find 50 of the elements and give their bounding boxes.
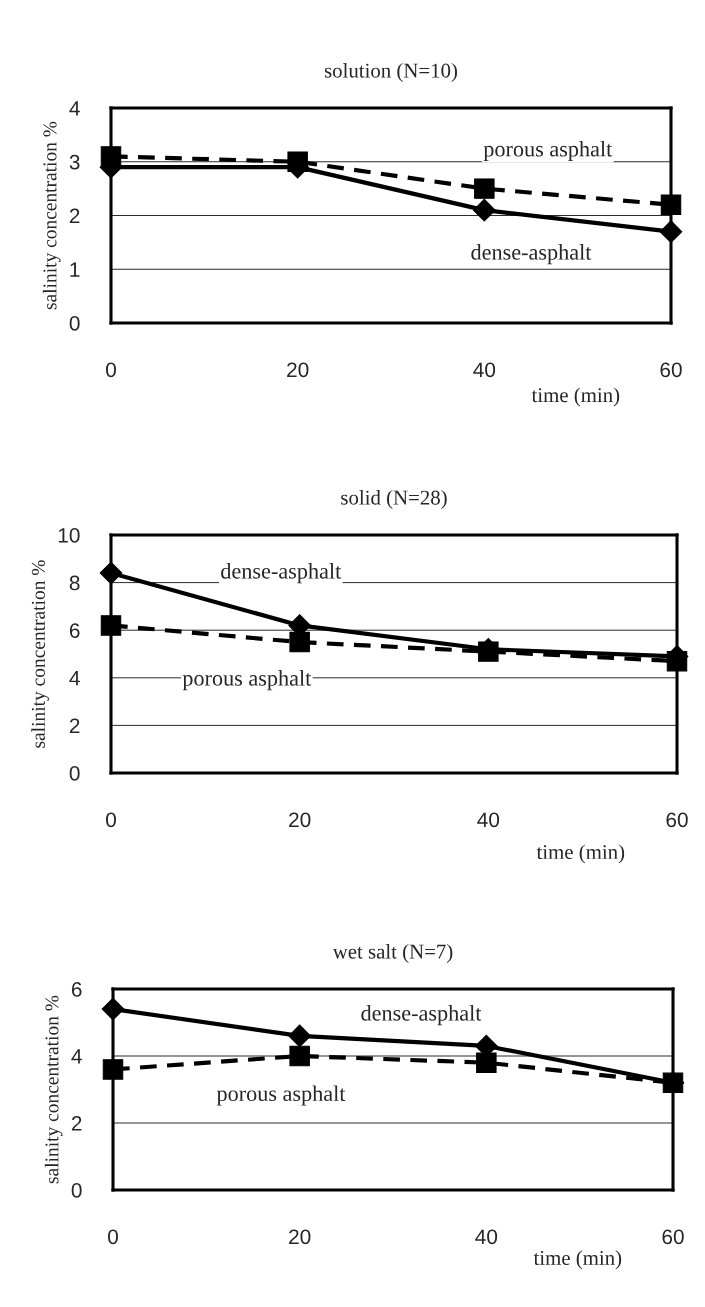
x-tick-label: 0 [108,1229,118,1245]
y-axis-title: salinity concentration % [31,560,49,748]
chart-title: solid (N=28) [341,489,447,509]
y-tick-label: 8 [69,575,80,591]
y-tick-label: 4 [71,1049,82,1064]
x-tick-label: 20 [289,812,311,828]
x-tick-label: 0 [106,812,116,828]
x-tick-label: 40 [473,362,496,378]
x-axis-title: time (min) [531,387,620,407]
series-label: porous asphalt [483,140,613,162]
x-tick-label: 60 [666,812,688,828]
y-tick-label: 6 [69,623,80,638]
series-label: dense-asphalt [471,244,592,265]
x-tick-label: 20 [287,362,309,378]
chart-title: solution (N=10) [324,62,458,82]
y-axis-title: salinity concentration % [42,121,61,310]
x-tick-label: 60 [660,362,682,378]
point [474,178,495,199]
y-axis-title: salinity concentration % [44,995,63,1184]
y-tick-label: 0 [69,766,80,781]
x-tick-label: 0 [106,362,116,378]
y-tick-label: 0 [71,1183,82,1198]
series-label: porous asphalt [216,1085,346,1106]
y-tick-label: 10 [58,528,80,543]
series-label: porous asphalt [182,670,312,691]
y-tick-label: 2 [69,718,80,733]
point [287,151,308,172]
point [478,641,499,662]
y-tick-label: 4 [69,101,80,116]
chart-title: wet salt (N=7) [332,943,453,963]
series-label: dense-asphalt [221,563,342,584]
x-axis-title: time (min) [536,844,625,864]
point [476,1052,497,1073]
point [473,198,496,222]
series-label: dense-asphalt [361,1005,482,1026]
y-tick-label: 2 [71,1116,82,1131]
x-axis-title: time (min) [533,1250,622,1270]
x-tick-label: 40 [475,1229,498,1245]
y-tick-label: 0 [69,316,80,331]
y-tick-label: 4 [69,671,80,686]
x-tick-label: 40 [477,812,500,828]
y-tick-label: 3 [69,154,80,170]
point [289,631,310,653]
y-tick-label: 6 [71,982,82,997]
y-tick-label: 2 [69,208,80,224]
x-tick-label: 60 [662,1229,684,1245]
point [288,1024,311,1048]
y-tick-label: 1 [70,262,80,277]
point [289,1045,310,1067]
x-tick-label: 20 [289,1229,311,1245]
